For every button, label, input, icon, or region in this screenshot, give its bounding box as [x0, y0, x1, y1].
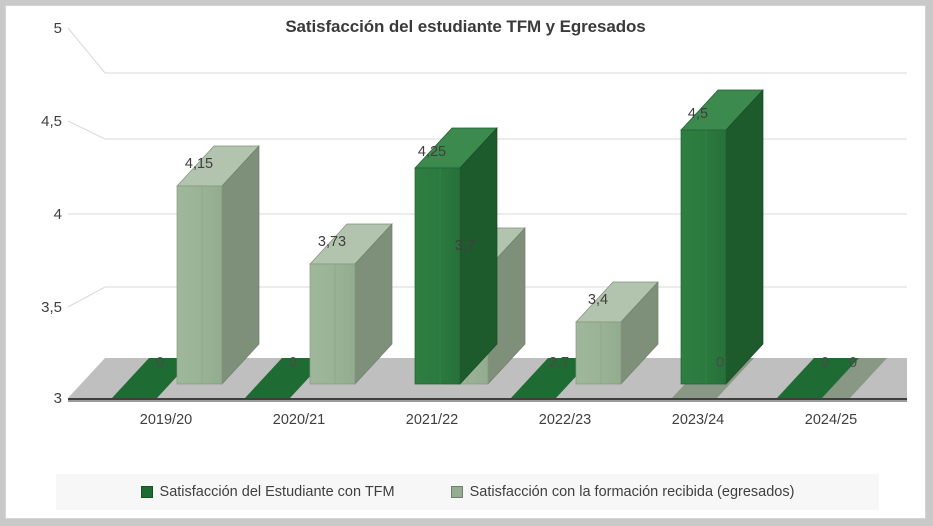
- legend-label-egresados: Satisfacción con la formación recibida (…: [469, 484, 795, 500]
- legend-item-egresados[interactable]: Satisfacción con la formación recibida (…: [450, 484, 795, 500]
- legend-item-tfm[interactable]: Satisfacción del Estudiante con TFM: [140, 484, 395, 500]
- bar-tfm-2020-21: [245, 358, 327, 398]
- bar-tfm-2021-22: [414, 127, 498, 385]
- data-label-tfm-2022-23: 2,7: [548, 355, 570, 371]
- plot-area: 5 4,5 4 3,5 3 2019/20 2020/21 2021/22 20…: [6, 6, 927, 520]
- chart-svg: [67, 27, 907, 402]
- data-label-tfm-2020-21: 0: [288, 355, 298, 371]
- chart-container: Satisfacción del estudiante TFM y Egresa…: [5, 5, 926, 519]
- y-tick-3-5: 3,5: [41, 299, 62, 316]
- bar-tfm-2024-25: [777, 358, 859, 398]
- y-tick-3: 3: [53, 390, 62, 407]
- legend-swatch-icon-egresados: [450, 486, 463, 498]
- data-label-egresados-2020-21: 3,73: [317, 234, 347, 250]
- bar-tfm-2019-20: [112, 358, 194, 398]
- chart-title: Satisfacción del estudiante TFM y Egresa…: [285, 17, 646, 36]
- data-label-egresados-2021-22: 3,7: [454, 238, 476, 254]
- bar-tfm-2023-24: [680, 89, 764, 385]
- y-tick-4-5: 4,5: [41, 113, 62, 130]
- data-label-tfm-2019-20: 0: [155, 355, 165, 371]
- bar-egresados-2022-23: [575, 281, 659, 385]
- x-tick-2024-25: 2024/25: [804, 412, 858, 428]
- data-label-tfm-2023-24: 4,5: [687, 106, 709, 122]
- x-tick-2020-21: 2020/21: [272, 412, 326, 428]
- data-label-egresados-2022-23: 3,4: [587, 292, 609, 308]
- legend-swatch-icon-tfm: [140, 486, 153, 498]
- y-tick-5: 5: [53, 20, 62, 37]
- bar-egresados-2019-20: [176, 145, 260, 385]
- chart-legend: Satisfacción del Estudiante con TFM Sati…: [56, 474, 879, 510]
- bar-egresados-2020-21: [309, 223, 393, 385]
- x-tick-2021-22: 2021/22: [405, 412, 459, 428]
- data-label-tfm-2021-22: 4,25: [417, 144, 447, 160]
- x-tick-2019-20: 2019/20: [139, 412, 193, 428]
- data-label-egresados-2019-20: 4,15: [184, 156, 214, 172]
- data-label-egresados-2024-25: 0: [848, 355, 858, 371]
- data-label-tfm-2024-25: 0: [820, 355, 830, 371]
- legend-label-tfm: Satisfacción del Estudiante con TFM: [159, 484, 395, 500]
- x-tick-2022-23: 2022/23: [538, 412, 592, 428]
- x-tick-2023-24: 2023/24: [671, 412, 725, 428]
- data-label-egresados-2023-24: 0: [715, 355, 725, 371]
- y-tick-4: 4: [53, 206, 62, 223]
- bar-tfm-2022-23: [511, 358, 593, 398]
